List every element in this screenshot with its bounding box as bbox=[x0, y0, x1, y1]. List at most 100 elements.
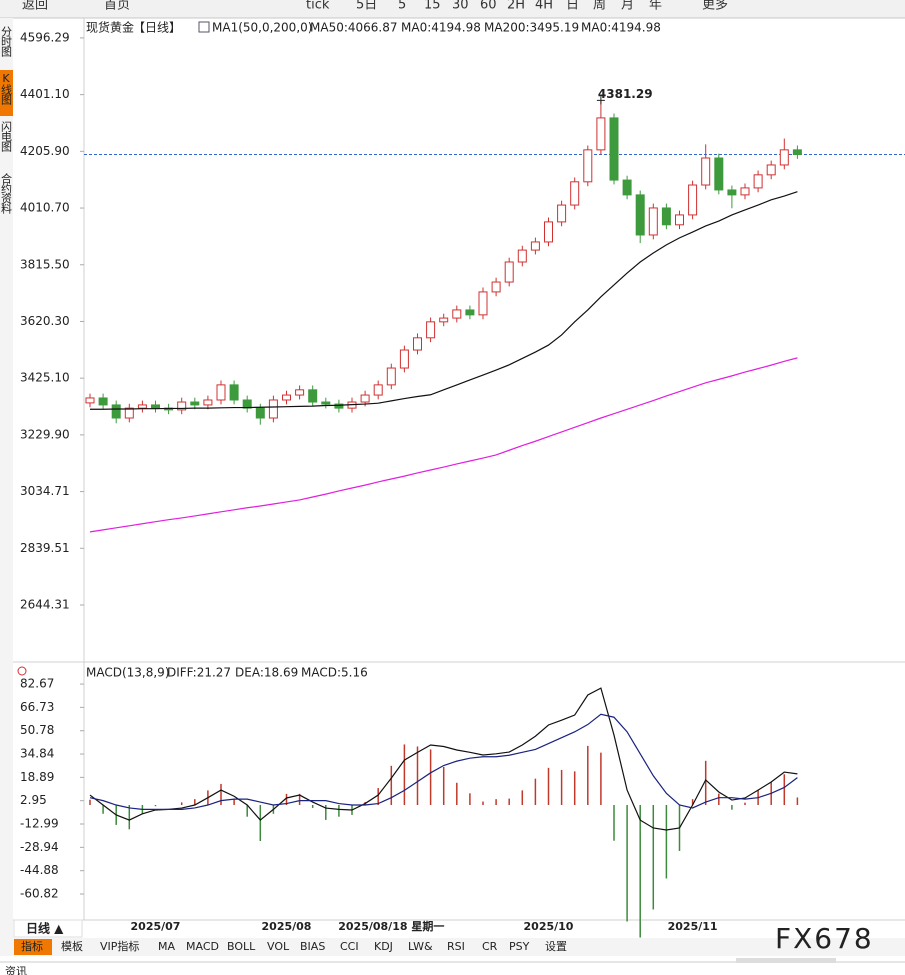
bottom-tab[interactable]: KDJ bbox=[374, 940, 393, 953]
candle-body bbox=[727, 189, 737, 196]
macd-line bbox=[89, 687, 798, 831]
x-tick-label: 2025/08/18 星期一 bbox=[338, 919, 444, 933]
y-tick-label: 3815.50 bbox=[20, 257, 70, 271]
candle-body bbox=[792, 149, 802, 156]
x-tick-label: 2025/11 bbox=[668, 920, 718, 933]
scrollbar[interactable] bbox=[736, 958, 836, 963]
legend-entry: DIFF:21.27 bbox=[167, 666, 231, 680]
candle-body bbox=[530, 241, 540, 251]
y-tick-label: 2839.51 bbox=[20, 541, 70, 555]
x-tick-label: 2025/08 bbox=[262, 920, 312, 933]
candle-body bbox=[439, 317, 449, 323]
candle-body bbox=[413, 337, 422, 351]
bottom-tab[interactable]: CR bbox=[482, 940, 498, 953]
toolbar-button[interactable]: 首页 bbox=[104, 0, 130, 13]
legend-entry: MACD:5.16 bbox=[301, 666, 368, 680]
candle-body bbox=[701, 157, 711, 186]
candle-body bbox=[177, 401, 187, 411]
candle-body bbox=[321, 401, 331, 405]
y-tick-label: 66.73 bbox=[20, 700, 54, 714]
chart-title: MACD(13,8,9) bbox=[86, 666, 170, 680]
candle-body bbox=[216, 384, 226, 401]
candle-body bbox=[360, 394, 370, 403]
toolbar-button[interactable]: 年 bbox=[649, 0, 662, 13]
toolbar-button[interactable]: 30 bbox=[452, 0, 469, 13]
period-button[interactable]: 日线 ▲ bbox=[26, 921, 64, 936]
candle-body bbox=[635, 194, 645, 236]
y-tick-label: 3620.30 bbox=[20, 314, 70, 328]
candle-body bbox=[386, 367, 396, 386]
candle-body bbox=[688, 184, 698, 216]
bottom-tab[interactable]: VOL bbox=[267, 940, 290, 953]
candle-body bbox=[504, 261, 514, 283]
toolbar-button[interactable]: 2H bbox=[507, 0, 525, 13]
bottom-tab[interactable]: BOLL bbox=[227, 940, 256, 953]
toolbar-button[interactable]: 5日 bbox=[356, 0, 377, 13]
bottom-tab[interactable]: MA bbox=[158, 940, 175, 953]
toolbar-button[interactable]: 60 bbox=[480, 0, 497, 13]
toolbar-button[interactable]: 周 bbox=[593, 0, 606, 13]
candle-body bbox=[124, 407, 134, 419]
legend-entry: DEA:18.69 bbox=[235, 666, 298, 680]
toolbar-button[interactable]: 更多 bbox=[702, 0, 728, 13]
toolbar-button[interactable]: tick bbox=[306, 0, 330, 13]
legend-entry: MA0:4194.98 bbox=[581, 21, 661, 35]
candle-body bbox=[308, 389, 318, 403]
settings-icon[interactable] bbox=[17, 666, 27, 676]
bottom-tab[interactable]: 设置 bbox=[545, 940, 567, 953]
ma-line bbox=[89, 357, 798, 533]
candle-body bbox=[282, 394, 291, 401]
bottom-tab[interactable]: LW& bbox=[408, 940, 433, 953]
bottom-tab[interactable]: CCI bbox=[340, 940, 359, 953]
high-annotation: 4381.29 bbox=[598, 87, 653, 101]
y-tick-label: 34.84 bbox=[20, 747, 54, 761]
candle-body bbox=[255, 407, 265, 419]
bottom-tab[interactable]: MACD bbox=[186, 940, 219, 953]
bottom-tab[interactable]: RSI bbox=[447, 940, 465, 953]
candle-body bbox=[557, 204, 567, 223]
candle-body bbox=[334, 403, 344, 409]
bottom-tab[interactable]: 指标 bbox=[21, 939, 43, 953]
candle-body bbox=[583, 149, 593, 183]
toolbar-button[interactable]: 返回 bbox=[22, 0, 48, 13]
y-tick-label: 4205.90 bbox=[20, 144, 70, 158]
candle-body bbox=[779, 149, 789, 166]
footer-tab[interactable]: 资讯 bbox=[5, 965, 27, 975]
toolbar-button[interactable]: 4H bbox=[535, 0, 553, 13]
y-tick-label: -28.94 bbox=[20, 840, 59, 854]
toolbar-button[interactable]: 15 bbox=[424, 0, 441, 13]
bottom-tab[interactable]: PSY bbox=[509, 940, 530, 953]
period-box[interactable] bbox=[13, 919, 83, 938]
side-tab[interactable]: 分时图 bbox=[0, 26, 13, 58]
candle-body bbox=[675, 214, 684, 226]
x-tick-label: 2025/07 bbox=[131, 920, 181, 933]
side-tab[interactable]: K线图 bbox=[0, 72, 13, 106]
legend-entry: MA200:3495.19 bbox=[484, 21, 579, 35]
bottom-tab[interactable]: 模板 bbox=[61, 939, 83, 953]
toolbar-button[interactable]: 月 bbox=[621, 0, 634, 13]
chart-title: 现货黄金 bbox=[86, 20, 134, 35]
y-tick-label: 4010.70 bbox=[20, 201, 70, 215]
candle-body bbox=[85, 397, 95, 404]
toolbar-button[interactable]: 日 bbox=[566, 0, 579, 13]
y-tick-label: -60.82 bbox=[20, 886, 59, 900]
candle-body bbox=[491, 281, 501, 293]
bottom-tab[interactable]: VIP指标 bbox=[100, 939, 139, 953]
bottom-tab[interactable]: BIAS bbox=[300, 940, 325, 953]
y-tick-label: 2.95 bbox=[20, 793, 47, 807]
chart-subtitle: 【日线】 bbox=[133, 21, 181, 35]
candle-body bbox=[517, 249, 527, 263]
legend-icon bbox=[198, 21, 210, 33]
candle-body bbox=[609, 117, 619, 181]
y-tick-label: -44.88 bbox=[20, 863, 59, 877]
legend-entry: MA0:4194.98 bbox=[401, 21, 481, 35]
candle-body bbox=[544, 221, 553, 243]
legend-entry: MA50:4066.87 bbox=[310, 21, 398, 35]
side-tab[interactable]: 合约资料 bbox=[0, 172, 13, 215]
candle-body bbox=[98, 397, 108, 406]
toolbar-button[interactable]: 5 bbox=[398, 0, 406, 13]
side-tab[interactable]: 闪电图 bbox=[0, 120, 13, 153]
candle-body bbox=[373, 384, 383, 396]
candle-body bbox=[753, 174, 763, 189]
